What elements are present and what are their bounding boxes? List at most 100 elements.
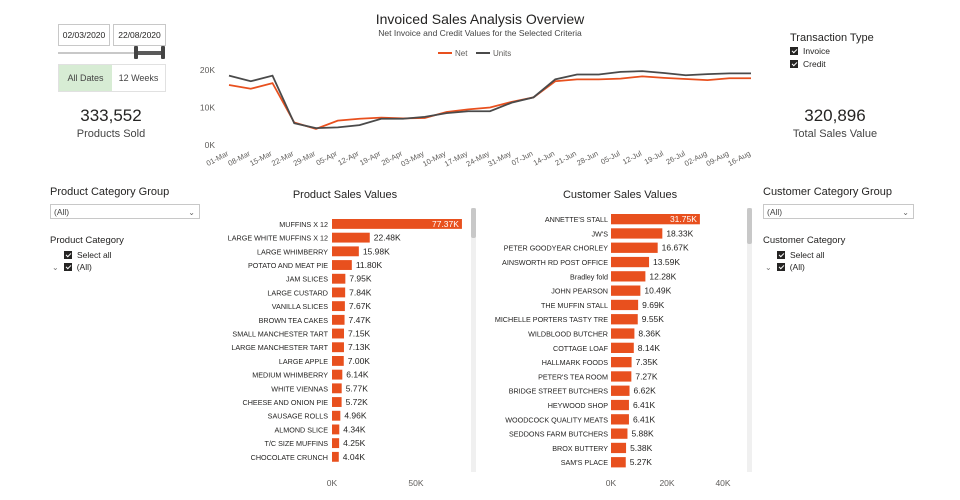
y-tick-label: 20K [200, 65, 215, 75]
start-date-input[interactable]: 02/03/2020 [58, 24, 110, 46]
product-sales-chart-title: Product Sales Values [292, 189, 398, 201]
data-label: 5.72K [346, 397, 369, 407]
bar [611, 442, 627, 454]
option-label: (All) [76, 262, 92, 272]
bar [611, 428, 628, 439]
category-label: ALMOND SLICE [274, 425, 328, 434]
product-category-select-all-option[interactable]: Select all [64, 250, 112, 260]
date-slider-end-handle[interactable] [161, 46, 165, 59]
x-tick-label: 17-May [443, 149, 470, 169]
data-label: 4.04K [343, 452, 366, 462]
option-label: Select all [790, 250, 825, 260]
x-tick-label: 24-May [465, 149, 492, 169]
checkbox-checked-icon [790, 47, 798, 55]
bar [611, 357, 632, 368]
category-label: SMALL MANCHESTER TART [232, 330, 328, 339]
bar [611, 256, 650, 268]
end-date-input[interactable]: 22/08/2020 [113, 24, 166, 46]
customer-category-all-option[interactable]: ⌄ (All) [765, 262, 805, 272]
category-label: PETER GOODYEAR CHORLEY [504, 244, 608, 253]
category-label: WILDBLOOD BUTCHER [528, 330, 608, 339]
product-category-all-option[interactable]: ⌄ (All) [52, 262, 92, 272]
bar [611, 328, 635, 339]
data-label: 8.14K [638, 343, 661, 353]
product-category-group-dropdown[interactable]: (All) ⌄ [50, 204, 200, 219]
data-label: 5.88K [631, 429, 654, 439]
customer-category-group-dropdown[interactable]: (All) ⌄ [763, 204, 914, 219]
transaction-type-credit-option[interactable]: Credit [790, 59, 826, 69]
data-label: 7.27K [635, 371, 658, 381]
x-tick-label: 19-Jul [643, 149, 666, 167]
product-chart-scroll-thumb[interactable] [471, 208, 476, 238]
option-label: Credit [803, 59, 826, 69]
customer-sales-bar-chart: ANNETTE'S STALL 31.75K JW'S 18.33K PETER GOO… [495, 214, 731, 488]
transaction-type-invoice-option[interactable]: Invoice [790, 46, 830, 56]
category-label: WHITE VIENNAS [271, 384, 328, 393]
tab-12-weeks[interactable]: 12 Weeks [118, 73, 159, 83]
data-label: 7.35K [636, 357, 659, 367]
customer-chart-scroll-thumb[interactable] [747, 208, 752, 244]
series-line-units [228, 70, 751, 130]
date-slider-track[interactable] [58, 52, 164, 54]
category-label: SAUSAGE ROLLS [268, 412, 329, 421]
data-label: 6.62K [634, 386, 657, 396]
category-label: T/C SIZE MUFFINS [265, 439, 329, 448]
chevron-down-icon[interactable]: ⌄ [765, 262, 772, 272]
category-label: CHOCOLATE CRUNCH [251, 453, 328, 462]
x-tick-label: 02-Aug [683, 149, 709, 168]
total-sales-value: 320,896 [804, 106, 866, 125]
category-label: LARGE APPLE [279, 357, 328, 366]
x-tick-label: 22-Mar [270, 149, 296, 168]
data-label: 5.27K [630, 457, 653, 467]
data-label: 13.59K [653, 257, 680, 267]
x-tick-label: 03-May [399, 149, 426, 169]
category-label: ANNETTE'S STALL [545, 215, 608, 224]
x-tick-label: 05-Jul [599, 149, 622, 167]
category-label: JAM SLICES [286, 275, 328, 284]
bar [332, 342, 344, 353]
category-label: JOHN PEARSON [551, 287, 608, 296]
category-label: THE MUFFIN STALL [541, 301, 608, 310]
data-label: 7.00K [348, 356, 371, 366]
bar [332, 246, 359, 257]
customer-category-select-all-option[interactable]: Select all [777, 250, 825, 260]
category-label: HALLMARK FOODS [542, 358, 609, 367]
page-subtitle: Net Invoice and Credit Values for the Se… [378, 28, 582, 38]
checkbox-checked-icon [777, 251, 785, 259]
tab-all-dates[interactable]: All Dates [59, 65, 112, 91]
net-units-line-chart: 0K10K20K01-Mar08-Mar15-Mar22-Mar29-Mar05… [200, 49, 752, 169]
x-tick-label: 40K [715, 478, 730, 488]
category-label: JW'S [591, 229, 608, 238]
data-label: 16.67K [662, 243, 689, 253]
data-label: 7.84K [349, 287, 372, 297]
data-label: 9.69K [642, 300, 665, 310]
x-tick-label: 20K [659, 478, 674, 488]
data-label: 8.36K [638, 329, 661, 339]
data-label: 6.41K [633, 400, 656, 410]
customer-chart-scrollbar[interactable] [747, 208, 752, 472]
category-label: LARGE MANCHESTER TART [231, 343, 328, 352]
bar [332, 397, 342, 407]
category-label: BROWN TEA CAKES [259, 316, 329, 325]
products-sold-value: 333,552 [80, 106, 142, 125]
x-tick-label: 15-Mar [248, 149, 274, 168]
bar [332, 219, 462, 229]
bar [332, 438, 340, 449]
date-slider-start-handle[interactable] [134, 46, 138, 59]
x-tick-label: 12-Apr [336, 149, 361, 168]
chevron-down-icon[interactable]: ⌄ [52, 262, 59, 272]
dropdown-value: (All) [54, 207, 70, 217]
bar [611, 414, 629, 425]
data-label: 12.28K [649, 271, 676, 281]
category-label: LARGE CUSTARD [267, 288, 328, 297]
bar [332, 383, 342, 394]
category-label: MICHELLE PORTERS TASTY TRE [495, 315, 608, 324]
bar [611, 314, 638, 325]
bar [332, 451, 339, 462]
product-chart-scrollbar[interactable] [471, 208, 476, 472]
x-tick-label: 05-Apr [315, 149, 340, 168]
x-tick-label: 09-Aug [705, 149, 731, 168]
bar [332, 232, 370, 243]
checkbox-checked-icon [790, 60, 798, 68]
category-label: POTATO AND MEAT PIE [248, 261, 328, 270]
